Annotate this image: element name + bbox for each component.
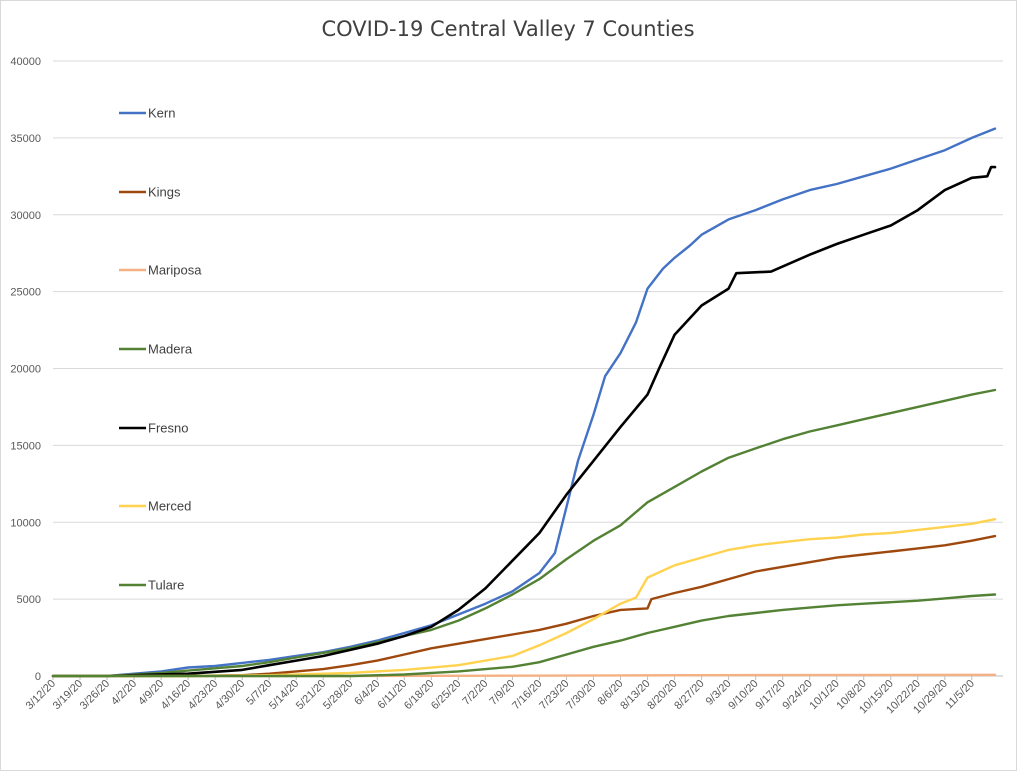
- y-tick-label: 35000: [10, 133, 41, 145]
- legend-label: Tulare: [148, 578, 184, 593]
- series-line-kern: [51, 127, 997, 678]
- y-tick-label: 10000: [10, 517, 41, 529]
- legend-item-mariposa: Mariposa: [119, 263, 202, 278]
- legend-label: Kings: [148, 185, 181, 200]
- x-tick-label: 7/2/20: [460, 678, 490, 708]
- legend-item-kings: Kings: [119, 185, 181, 200]
- legend-label: Mariposa: [148, 263, 202, 278]
- legend-item-tulare: Tulare: [119, 578, 184, 593]
- chart-title: COVID-19 Central Valley 7 Counties: [321, 17, 694, 41]
- x-tick-label: 5/28/20: [321, 678, 355, 712]
- series-line-madera: [51, 388, 997, 678]
- y-tick-label: 15000: [10, 440, 41, 452]
- y-tick-label: 20000: [10, 364, 41, 376]
- y-axis-ticks: 0 5000 10000 15000 20000 25000 30000 35000 40000: [10, 56, 41, 683]
- x-axis-ticks: 3/12/203/19/203/26/204/2/204/9/204/16/20…: [24, 676, 977, 716]
- y-tick-label: 25000: [10, 287, 41, 299]
- series-line-tulare: [51, 593, 997, 678]
- legend-item-madera: Madera: [119, 342, 193, 357]
- y-tick-label: 40000: [10, 56, 41, 68]
- x-tick-label: 7/30/20: [564, 678, 598, 712]
- legend-label: Fresno: [148, 421, 188, 436]
- x-tick-label: 4/30/20: [213, 678, 247, 712]
- legend-label: Merced: [148, 499, 191, 514]
- series-line-merced: [51, 518, 997, 678]
- x-tick-label: 3/26/20: [78, 678, 112, 712]
- series-line-kings: [51, 534, 997, 678]
- legend-label: Kern: [148, 106, 175, 121]
- x-tick-label: 8/27/20: [672, 678, 706, 712]
- series-lines: [51, 127, 997, 678]
- y-tick-label: 5000: [17, 594, 41, 606]
- x-tick-label: 4/2/20: [109, 678, 139, 708]
- x-tick-label: 11/5/20: [943, 678, 977, 712]
- legend: Kern Kings Mariposa Madera Fresno Merced Tular…: [119, 106, 202, 593]
- y-tick-label: 30000: [10, 210, 41, 222]
- y-tick-label: 0: [35, 671, 41, 683]
- series-line-fresno: [51, 165, 997, 678]
- legend-label: Madera: [148, 342, 193, 357]
- gridlines: [53, 60, 1003, 677]
- x-tick-label: 6/25/20: [429, 678, 463, 712]
- legend-item-kern: Kern: [119, 106, 175, 121]
- legend-item-merced: Merced: [119, 499, 191, 514]
- legend-item-fresno: Fresno: [119, 421, 188, 436]
